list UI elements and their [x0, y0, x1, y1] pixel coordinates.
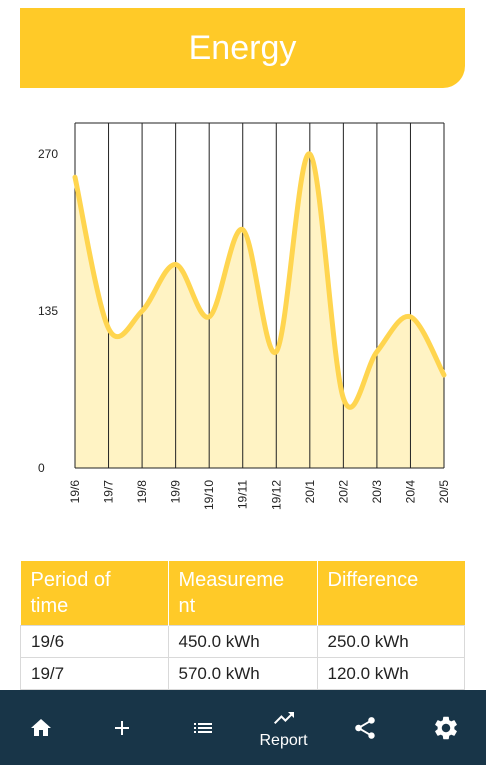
cell-period: 19/7 [20, 657, 169, 690]
nav-report[interactable]: Report [254, 698, 314, 758]
x-tick-label: 20/4 [403, 480, 417, 504]
nav-report-label: Report [259, 731, 308, 749]
trending-up-icon [273, 711, 294, 724]
cell-difference: 120.0 kWh [316, 657, 465, 690]
cell-difference: 250.0 kWh [316, 625, 465, 658]
series-line [72, 151, 447, 410]
table-row[interactable]: 19/7 570.0 kWh 120.0 kWh [20, 657, 465, 690]
header-period: Period of time [20, 561, 169, 626]
nav-settings[interactable] [416, 698, 476, 758]
header-measurement: Measureme nt [168, 561, 318, 626]
nav-share[interactable] [335, 698, 395, 758]
energy-chart: 0 135 270 19/6 19/7 19/8 19/9 19/10 19/11 19/12 20… [38, 122, 451, 510]
list-icon [193, 722, 212, 733]
x-tick-label: 20/3 [370, 480, 384, 504]
home-icon [30, 718, 51, 736]
x-tick-label: 19/9 [169, 480, 183, 504]
x-tick-label: 20/1 [303, 480, 317, 504]
x-tick-label: 19/8 [135, 480, 149, 504]
header-difference: Difference [317, 561, 465, 626]
plus-icon [114, 720, 129, 735]
cell-period: 19/6 [20, 625, 169, 658]
cell-measurement: 570.0 kWh [167, 657, 318, 690]
nav-list[interactable] [173, 698, 233, 758]
y-tick-label: 270 [38, 147, 58, 161]
x-tick-label: 19/6 [68, 480, 82, 504]
table-row[interactable]: 19/6 450.0 kWh 250.0 kWh [20, 625, 465, 658]
share-icon [354, 716, 375, 739]
measurement-table: Period of time Measureme nt Difference 19/… [20, 561, 465, 690]
x-tick-label: 20/5 [437, 480, 451, 504]
x-tick-label: 20/2 [336, 480, 350, 504]
x-tick-label: 19/7 [102, 480, 116, 504]
x-tick-label: 19/11 [236, 480, 250, 509]
x-tick-label: 19/10 [202, 480, 216, 510]
y-tick-label: 0 [38, 461, 45, 475]
cell-measurement: 450.0 kWh [167, 625, 318, 658]
page-title: Energy [188, 28, 297, 67]
x-tick-label: 19/12 [269, 480, 283, 510]
nav-add[interactable] [92, 698, 152, 758]
bottom-navigation: Report [0, 690, 486, 765]
nav-home[interactable] [11, 698, 71, 758]
y-tick-label: 135 [38, 304, 58, 318]
table-header-row: Period of time Measureme nt Difference [20, 561, 465, 626]
gear-icon [434, 716, 457, 739]
app-header: Energy [20, 8, 465, 88]
